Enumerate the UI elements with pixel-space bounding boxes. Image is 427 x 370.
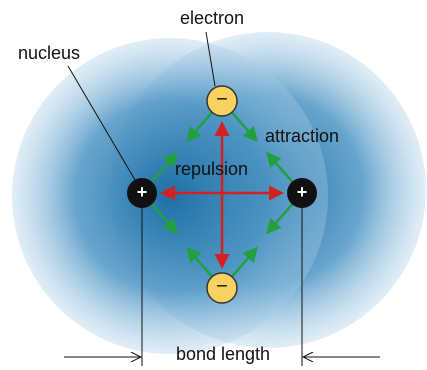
nucleus-label: nucleus [18, 43, 80, 63]
electron: − [207, 273, 237, 303]
nucleus-charge: + [137, 182, 148, 202]
electron: − [207, 86, 237, 116]
electron-charge: − [216, 275, 228, 297]
repulsion-label: repulsion [175, 159, 248, 179]
electron-charge: − [216, 88, 228, 110]
attraction-label: attraction [265, 126, 339, 146]
electron-label: electron [180, 8, 244, 28]
nucleus: + [127, 178, 157, 208]
bond-length-label: bond length [176, 344, 270, 364]
nucleus-charge: + [297, 182, 308, 202]
diagram: + + − − electron nucleus attraction repu… [0, 0, 427, 370]
nucleus: + [287, 178, 317, 208]
